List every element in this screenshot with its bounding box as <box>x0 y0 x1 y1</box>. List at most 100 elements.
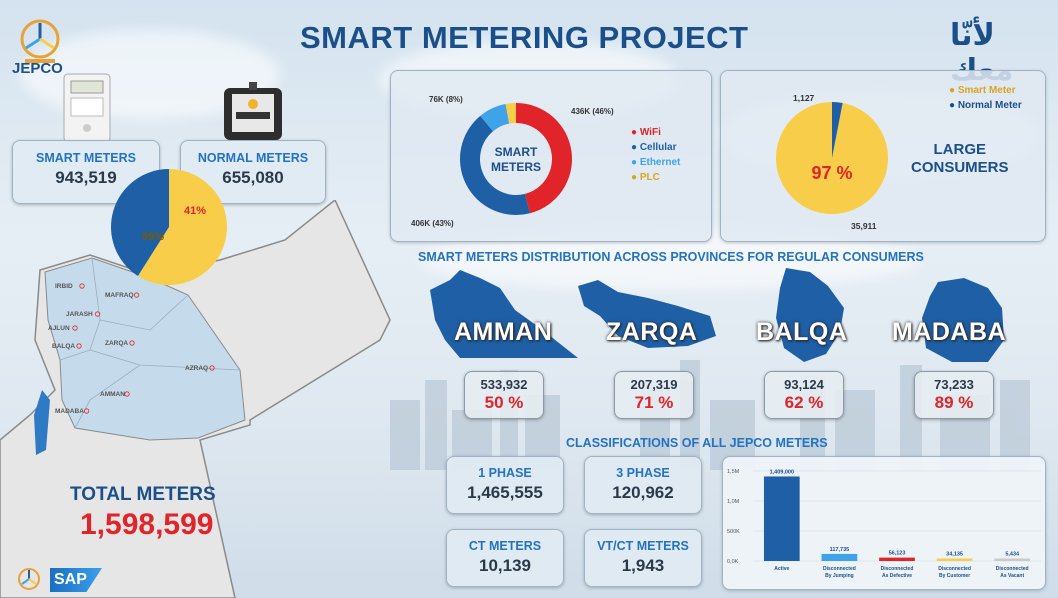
three-phase-card: 3 PHASE 120,962 <box>584 456 702 514</box>
large-consumers-panel: 97 % 1,127 35,911 LARGE CONSUMERS ● Smar… <box>720 70 1046 242</box>
x-tick-label: Disconnected <box>938 566 971 572</box>
province-percent: 62 % <box>784 393 824 412</box>
province-card-balqa: 93,124 62 % <box>764 371 844 419</box>
donut-center-label: SMART <box>495 145 538 159</box>
map-city-label: MADABA <box>55 408 84 415</box>
ct-meters-label: CT METERS <box>468 539 542 553</box>
vtct-meters-card: VT/CT METERS 1,943 <box>584 529 702 587</box>
normal-meter-count: 1,127 <box>793 93 815 103</box>
bar-value-label: 5,434 <box>1005 552 1020 558</box>
y-tick-label: 0,0K <box>727 559 739 565</box>
meters-ratio-pie: 59% 41% <box>111 169 228 285</box>
ct-meters-card: CT METERS 10,139 <box>446 529 564 587</box>
one-phase-card: 1 PHASE 1,465,555 <box>446 456 564 514</box>
x-tick-label: As Defective <box>882 573 912 579</box>
map-city-label: AJLUN <box>48 325 70 332</box>
map-city-label: ZARQA <box>105 340 128 347</box>
x-tick-label: Disconnected <box>823 566 856 572</box>
three-phase-value: 120,962 <box>612 483 674 502</box>
y-tick-label: 500K <box>727 529 740 535</box>
bar-value-label: 117,735 <box>830 547 850 553</box>
bar-1 <box>821 553 858 561</box>
brand-name: JEPCO <box>12 60 63 77</box>
legend-plc: ● PLC <box>631 172 660 183</box>
total-meters-label: TOTAL METERS <box>70 484 216 505</box>
map-city-marker <box>134 292 140 298</box>
legend-normal-meter: ● Normal Meter <box>949 100 1022 111</box>
pie-slice-ethernet <box>480 103 510 132</box>
meter-status-bar-chart: 1,5M 1,0M 500K 0,0K 1,409,000 Active 117,735 Di… <box>727 469 1041 579</box>
pie-slice-normal-meters <box>111 169 169 276</box>
x-tick-label: By Customer <box>939 573 970 579</box>
large-consumers-title: LARGE CONSUMERS <box>911 141 1009 176</box>
wifi-share-label: 436K (46%) <box>571 107 614 116</box>
pie-slice-wifi <box>516 103 573 214</box>
zarqa-shape <box>578 280 716 348</box>
bar-0 <box>763 476 800 561</box>
x-tick-label: By Jumping <box>825 573 854 579</box>
map-city-marker <box>209 365 215 371</box>
pie-slice-cellular <box>460 115 530 215</box>
province-percent: 89 % <box>934 393 974 412</box>
x-tick-label: As Vacant <box>1000 573 1024 579</box>
map-city-marker <box>76 343 82 349</box>
jordan-map: IRBID MAFRAQ JARASH AJLUN BALQA ZARQA AZRAQ AMM… <box>0 200 391 598</box>
map-city-marker <box>72 325 78 331</box>
x-tick-label: Active <box>774 566 789 572</box>
smart-share-label: 59% <box>142 231 164 243</box>
smart-meters-communication-panel: SMART METERS 76K (8%) 436K (46%) 406K (43… <box>390 70 712 242</box>
legend-smart-meter: ● Smart Meter <box>949 85 1016 96</box>
map-city-marker <box>124 391 130 397</box>
smart-meter-device-icon <box>63 73 111 143</box>
province-card-zarqa: 207,319 71 % <box>614 371 694 419</box>
vtct-meters-label: VT/CT METERS <box>597 539 689 553</box>
province-card-madaba: 73,233 89 % <box>914 371 994 419</box>
province-value: 73,233 <box>934 377 974 392</box>
x-tick-label: Disconnected <box>881 566 914 572</box>
normal-share-label: 41% <box>184 205 206 217</box>
bar-value-label: 56,123 <box>889 551 906 557</box>
smart-meters-label: SMART METERS <box>36 151 136 165</box>
balqa-shape <box>776 268 844 362</box>
bar-value-label: 34,135 <box>946 552 963 558</box>
bar-value-label: 1,409,000 <box>770 469 794 475</box>
pie-slice-normal-meter <box>832 102 843 158</box>
province-value: 207,319 <box>630 377 678 392</box>
province-borders <box>59 257 241 429</box>
map-city-label: BALQA <box>52 343 75 350</box>
dead-sea <box>34 390 50 455</box>
legend-ethernet: ● Ethernet <box>631 157 681 168</box>
cellular-share-label: 406K (43%) <box>411 219 454 228</box>
one-phase-value: 1,465,555 <box>467 483 543 502</box>
province-percent: 71 % <box>634 393 674 412</box>
page-title: SMART METERING PROJECT <box>300 20 749 55</box>
donut-center-label: METERS <box>491 160 541 174</box>
map-city-label: AZRAQ <box>185 365 208 372</box>
meter-status-chart-panel: 1,5M 1,0M 500K 0,0K 1,409,000 Active 117,735 Di… <box>722 456 1046 590</box>
jepco-small-logo-icon <box>18 568 40 590</box>
map-city-marker <box>129 340 135 346</box>
jepco-logo-icon <box>20 19 60 63</box>
y-tick-label: 1,5M <box>727 469 740 475</box>
provinces-section-title: SMART METERS DISTRIBUTION ACROSS PROVINC… <box>418 250 924 264</box>
classifications-section-title: CLASSIFICATIONS OF ALL JEPCO METERS <box>566 436 828 450</box>
province-value: 93,124 <box>784 377 824 392</box>
legend-wifi: ● WiFi <box>631 127 661 138</box>
map-city-label: MAFRAQ <box>105 292 134 299</box>
large-consumers-percent: 97 % <box>811 163 852 183</box>
normal-meters-value: 655,080 <box>222 168 284 187</box>
map-city-label: AMMAN <box>100 391 125 398</box>
communication-legend: ● WiFi ● Cellular ● Ethernet ● PLC <box>631 127 680 187</box>
vtct-meters-value: 1,943 <box>621 556 665 575</box>
pie-slice-smart-meters <box>137 169 228 285</box>
x-tick-label: Disconnected <box>996 566 1029 572</box>
bar-2 <box>879 557 915 561</box>
map-city-marker <box>95 311 101 317</box>
ethernet-share-label: 76K (8%) <box>429 95 463 104</box>
amman-shape <box>430 270 578 358</box>
ct-meters-value: 10,139 <box>479 556 531 575</box>
madaba-shape <box>922 278 1004 362</box>
map-city-label: JARASH <box>66 311 93 318</box>
